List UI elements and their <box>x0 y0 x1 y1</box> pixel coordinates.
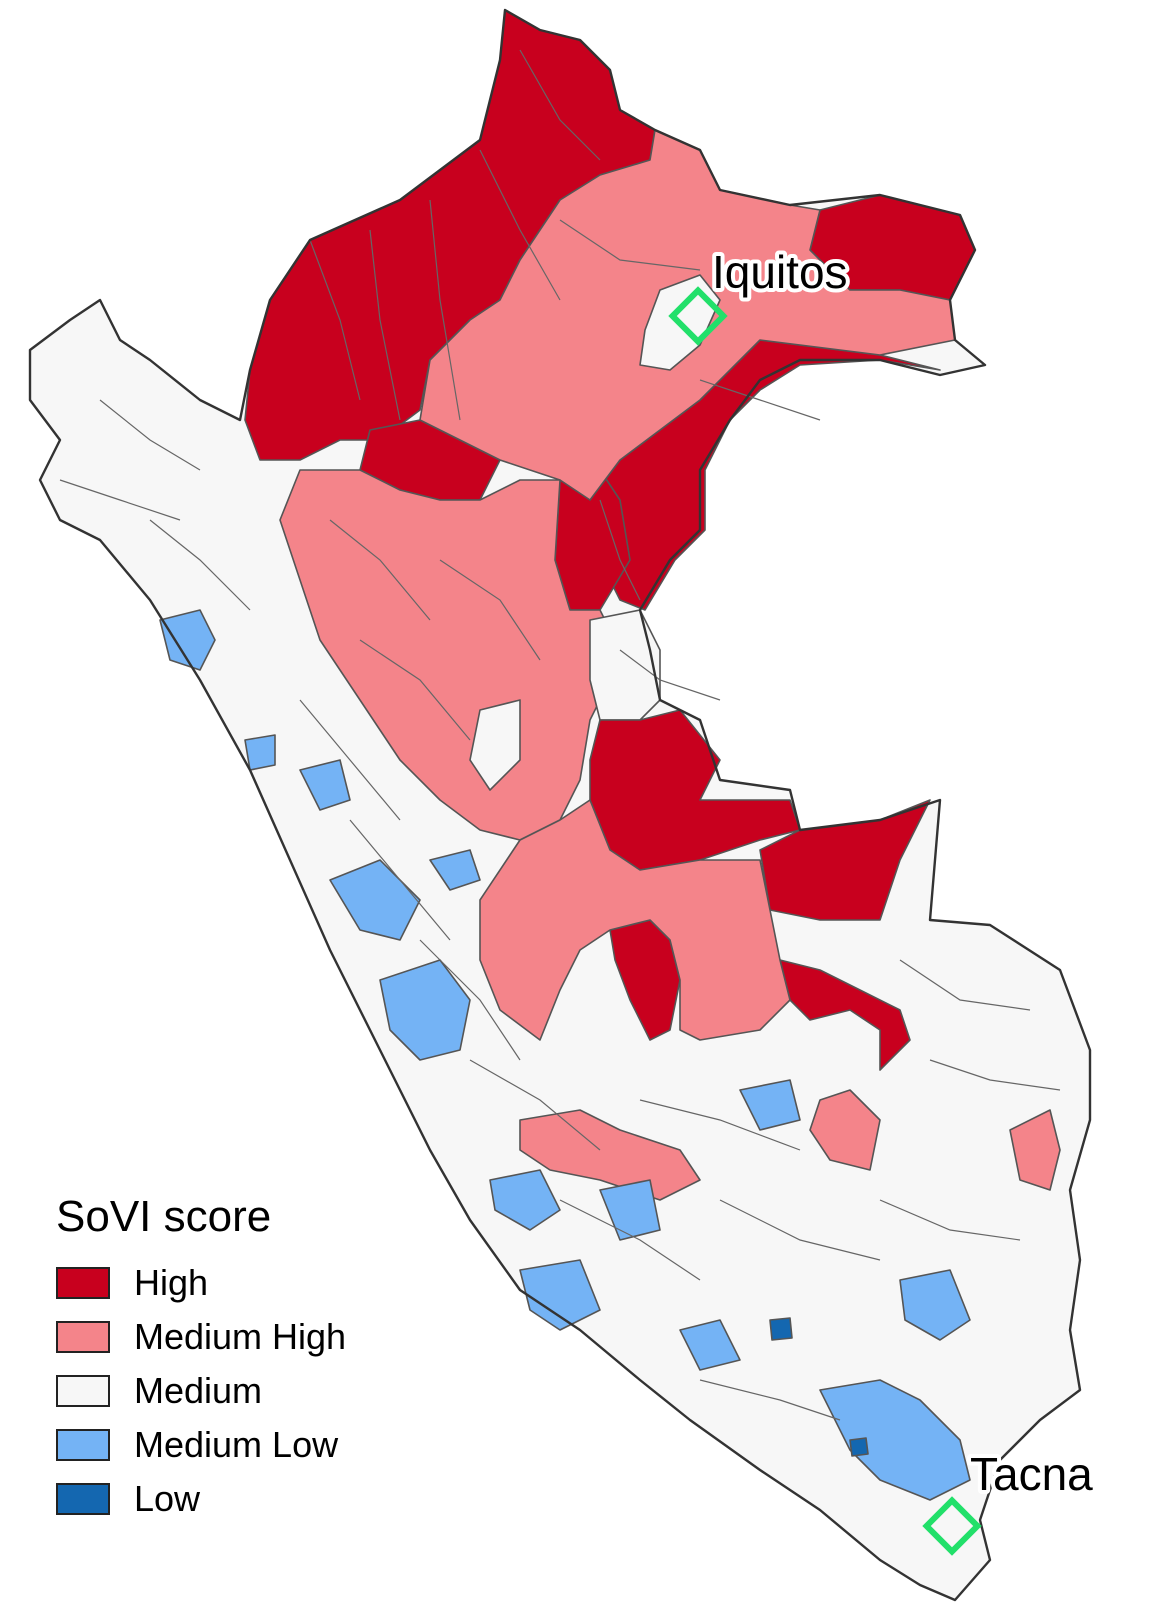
legend-label: High <box>134 1262 209 1303</box>
region-medlow-j <box>679 1319 741 1371</box>
legend-items: High Medium High Medium Medium Low Low <box>56 1256 346 1526</box>
region-low-a <box>769 1317 793 1341</box>
region-medhigh-central <box>279 469 621 841</box>
region-medium-central-a <box>589 609 661 721</box>
iquitos-marker-icon <box>668 286 728 346</box>
region-medlow-l <box>429 849 481 891</box>
region-medium-central-b <box>469 699 521 791</box>
legend-swatch <box>56 1267 110 1299</box>
region-medlow-h <box>819 1379 971 1501</box>
country-outline <box>28 8 1092 1602</box>
legend-swatch <box>56 1321 110 1353</box>
legend-item: Medium <box>56 1364 346 1418</box>
legend-swatch <box>56 1375 110 1407</box>
region-medhigh-south-central <box>479 799 791 1041</box>
region-medlow-f <box>519 1259 601 1331</box>
region-medlow-i <box>899 1269 971 1341</box>
legend-item: Medium High <box>56 1310 346 1364</box>
city-label-tacna: Tacna <box>970 1448 1093 1500</box>
region-medlow-k <box>299 759 351 811</box>
region-medlow-e <box>489 1169 561 1231</box>
legend-item: Low <box>56 1472 346 1526</box>
legend-label: Medium High <box>134 1316 347 1357</box>
legend-swatch <box>56 1483 110 1515</box>
legend-label: Medium <box>134 1370 263 1411</box>
region-medlow-m <box>739 1079 801 1131</box>
region-medlow-a <box>159 609 216 671</box>
region-medlow-b <box>244 734 276 771</box>
region-medlow-g <box>599 1179 661 1241</box>
internal-boundaries <box>59 49 1061 1421</box>
legend-label: Low <box>134 1478 201 1519</box>
legend-swatch <box>56 1429 110 1461</box>
city-label-iquitos: Iquitos <box>712 246 848 298</box>
region-medlow-c <box>329 859 421 941</box>
map-legend: SoVI score High Medium High Medium Medium L… <box>56 1190 346 1526</box>
legend-label: Medium Low <box>134 1424 339 1465</box>
legend-title: SoVI score <box>56 1192 272 1241</box>
region-medhigh-southeast-b <box>1009 1109 1061 1191</box>
region-high-southeast <box>779 959 911 1071</box>
region-low-b <box>849 1437 869 1457</box>
legend-item: High <box>56 1256 346 1310</box>
region-medhigh-southeast-a <box>809 1089 881 1171</box>
tacna-marker-icon <box>922 1496 982 1556</box>
region-medhigh-south-band <box>519 1109 701 1201</box>
legend-item: Medium Low <box>56 1418 346 1472</box>
